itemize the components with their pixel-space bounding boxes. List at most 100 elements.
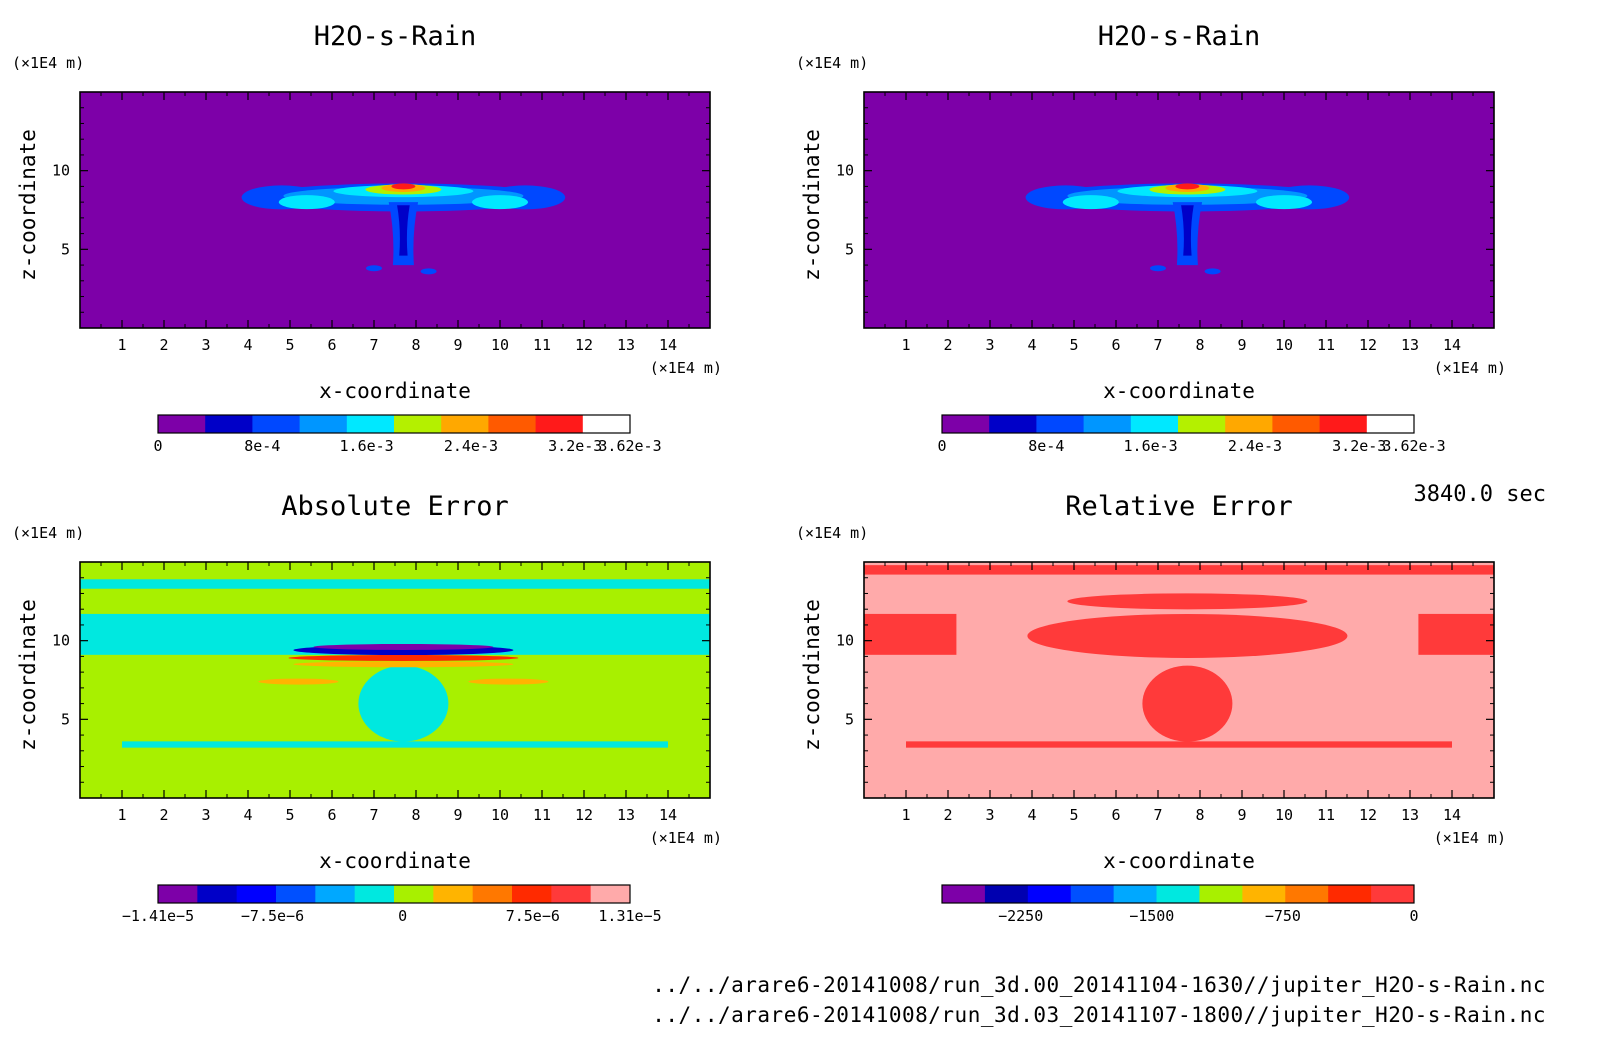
- x-tick-label: 6: [1111, 336, 1120, 354]
- colorbar-segment: [299, 415, 348, 433]
- stem-core: [397, 205, 410, 256]
- x-tick-label: 6: [1111, 806, 1120, 824]
- colorbar-segment: [590, 885, 631, 903]
- colorbar-segment: [1083, 415, 1132, 433]
- colorbar-tick-label: 0: [153, 437, 162, 455]
- colorbar-tick-label: 1.6e-3: [1124, 437, 1178, 455]
- colorbar-segment: [1328, 885, 1372, 903]
- colorbar-segment: [252, 415, 301, 433]
- blob-right: [420, 268, 437, 275]
- x-tick-label: 10: [1275, 336, 1293, 354]
- x-tick-label: 4: [1027, 336, 1036, 354]
- x-tick-label: 9: [1237, 806, 1246, 824]
- x-unit-label: (×1E4 m): [650, 359, 722, 377]
- colorbar-segment: [535, 415, 584, 433]
- x-tick-label: 8: [1195, 806, 1204, 824]
- y-unit-label: (×1E4 m): [796, 54, 868, 72]
- x-tick-label: 9: [453, 336, 462, 354]
- x-tick-label: 1: [901, 336, 910, 354]
- colorbar-segment: [512, 885, 552, 903]
- x-axis-label: x-coordinate: [1103, 379, 1255, 403]
- band-top: [80, 579, 710, 589]
- colorbar-frame: [941, 884, 1415, 904]
- colorbar-segment: [1070, 885, 1115, 903]
- colorbar-tick-label: 1.31e−5: [598, 907, 661, 925]
- y-tick-label: 5: [61, 240, 70, 258]
- colorbar-tick-label: 7.5e−6: [506, 907, 560, 925]
- colorbar-segment: [1130, 415, 1179, 433]
- x-tick-label: 6: [327, 806, 336, 824]
- colorbar-segment: [346, 415, 395, 433]
- x-tick-label: 11: [1317, 806, 1335, 824]
- colorbar-segment: [984, 885, 1029, 903]
- band-right: [1418, 613, 1494, 655]
- y-axis-label: z-coordinate: [16, 129, 40, 281]
- x-tick-label: 13: [1401, 336, 1419, 354]
- x-tick-label: 2: [159, 806, 168, 824]
- blob-right: [1204, 268, 1221, 275]
- colorbar-segment: [551, 885, 592, 903]
- x-tick-label: 12: [575, 806, 593, 824]
- colorbar-segment: [1366, 415, 1415, 433]
- colorbar-segment: [1027, 885, 1072, 903]
- time-label: 3840.0 sec: [1413, 482, 1546, 507]
- colorbar-tick-label: 8e-4: [1028, 437, 1064, 455]
- colorbar-segment: [394, 885, 434, 903]
- x-tick-label: 1: [117, 336, 126, 354]
- pos-red: [288, 654, 519, 661]
- x-tick-label: 11: [533, 336, 551, 354]
- colorbar-tick-label: 3.2e-3: [1332, 437, 1386, 455]
- band-top: [864, 565, 1494, 575]
- x-tick-label: 8: [411, 336, 420, 354]
- colorbar: 0 8e-4 1.6e-3 2.4e-3 3.2e-33.62e-3: [153, 414, 662, 455]
- x-tick-label: 14: [1443, 336, 1461, 354]
- chart-title: H2O-s-Rain: [314, 21, 477, 52]
- colorbar-segment: [1178, 415, 1226, 433]
- x-tick-label: 12: [575, 336, 593, 354]
- colorbar-segment: [197, 885, 238, 903]
- x-tick-label: 13: [1401, 806, 1419, 824]
- x-tick-label: 14: [1443, 806, 1461, 824]
- heatmap-field: [864, 92, 1494, 328]
- file-path-1: ../../arare6-20141008/run_3d.00_20141104…: [652, 973, 1546, 997]
- colorbar: 0 8e-4 1.6e-3 2.4e-3 3.2e-33.62e-3: [937, 414, 1446, 455]
- stem-red: [1142, 665, 1233, 742]
- chart-title: H2O-s-Rain: [1098, 21, 1261, 52]
- colorbar: −1.41e−5 −7.5e−6 0 7.5e−6 1.31e−5: [122, 884, 662, 925]
- x-tick-label: 7: [1153, 336, 1162, 354]
- y-tick-label: 10: [52, 162, 70, 180]
- colorbar-tick-label: 0: [937, 437, 946, 455]
- x-unit-label: (×1E4 m): [1434, 359, 1506, 377]
- y-axis-label: z-coordinate: [800, 599, 824, 751]
- x-tick-label: 7: [369, 806, 378, 824]
- x-tick-label: 4: [243, 806, 252, 824]
- colorbar-tick-label: 8e-4: [244, 437, 280, 455]
- x-tick-label: 7: [1153, 806, 1162, 824]
- x-tick-label: 5: [285, 336, 294, 354]
- colorbar-segment: [1242, 885, 1286, 903]
- colorbar-segment: [942, 885, 986, 903]
- x-tick-label: 12: [1359, 806, 1377, 824]
- band-left: [864, 613, 957, 655]
- colorbar: −2250 −1500 −750 0: [941, 884, 1419, 925]
- x-axis-label: x-coordinate: [319, 379, 471, 403]
- core-red: [1175, 183, 1200, 190]
- colorbar-segment: [394, 415, 442, 433]
- colorbar-tick-label: −750: [1265, 907, 1301, 925]
- colorbar-segment: [1371, 885, 1415, 903]
- x-tick-label: 10: [491, 806, 509, 824]
- colorbar-tick-label: −1500: [1129, 907, 1174, 925]
- colorbar-segment: [315, 885, 356, 903]
- x-tick-label: 13: [617, 806, 635, 824]
- x-tick-label: 3: [201, 336, 210, 354]
- colorbar-segment: [1199, 885, 1243, 903]
- colorbar-segment: [1319, 415, 1368, 433]
- anvil-cyan-left: [278, 195, 335, 210]
- x-tick-label: 3: [985, 806, 994, 824]
- x-tick-label: 3: [985, 336, 994, 354]
- colorbar-segment: [1272, 415, 1321, 433]
- y-unit-label: (×1E4 m): [796, 524, 868, 542]
